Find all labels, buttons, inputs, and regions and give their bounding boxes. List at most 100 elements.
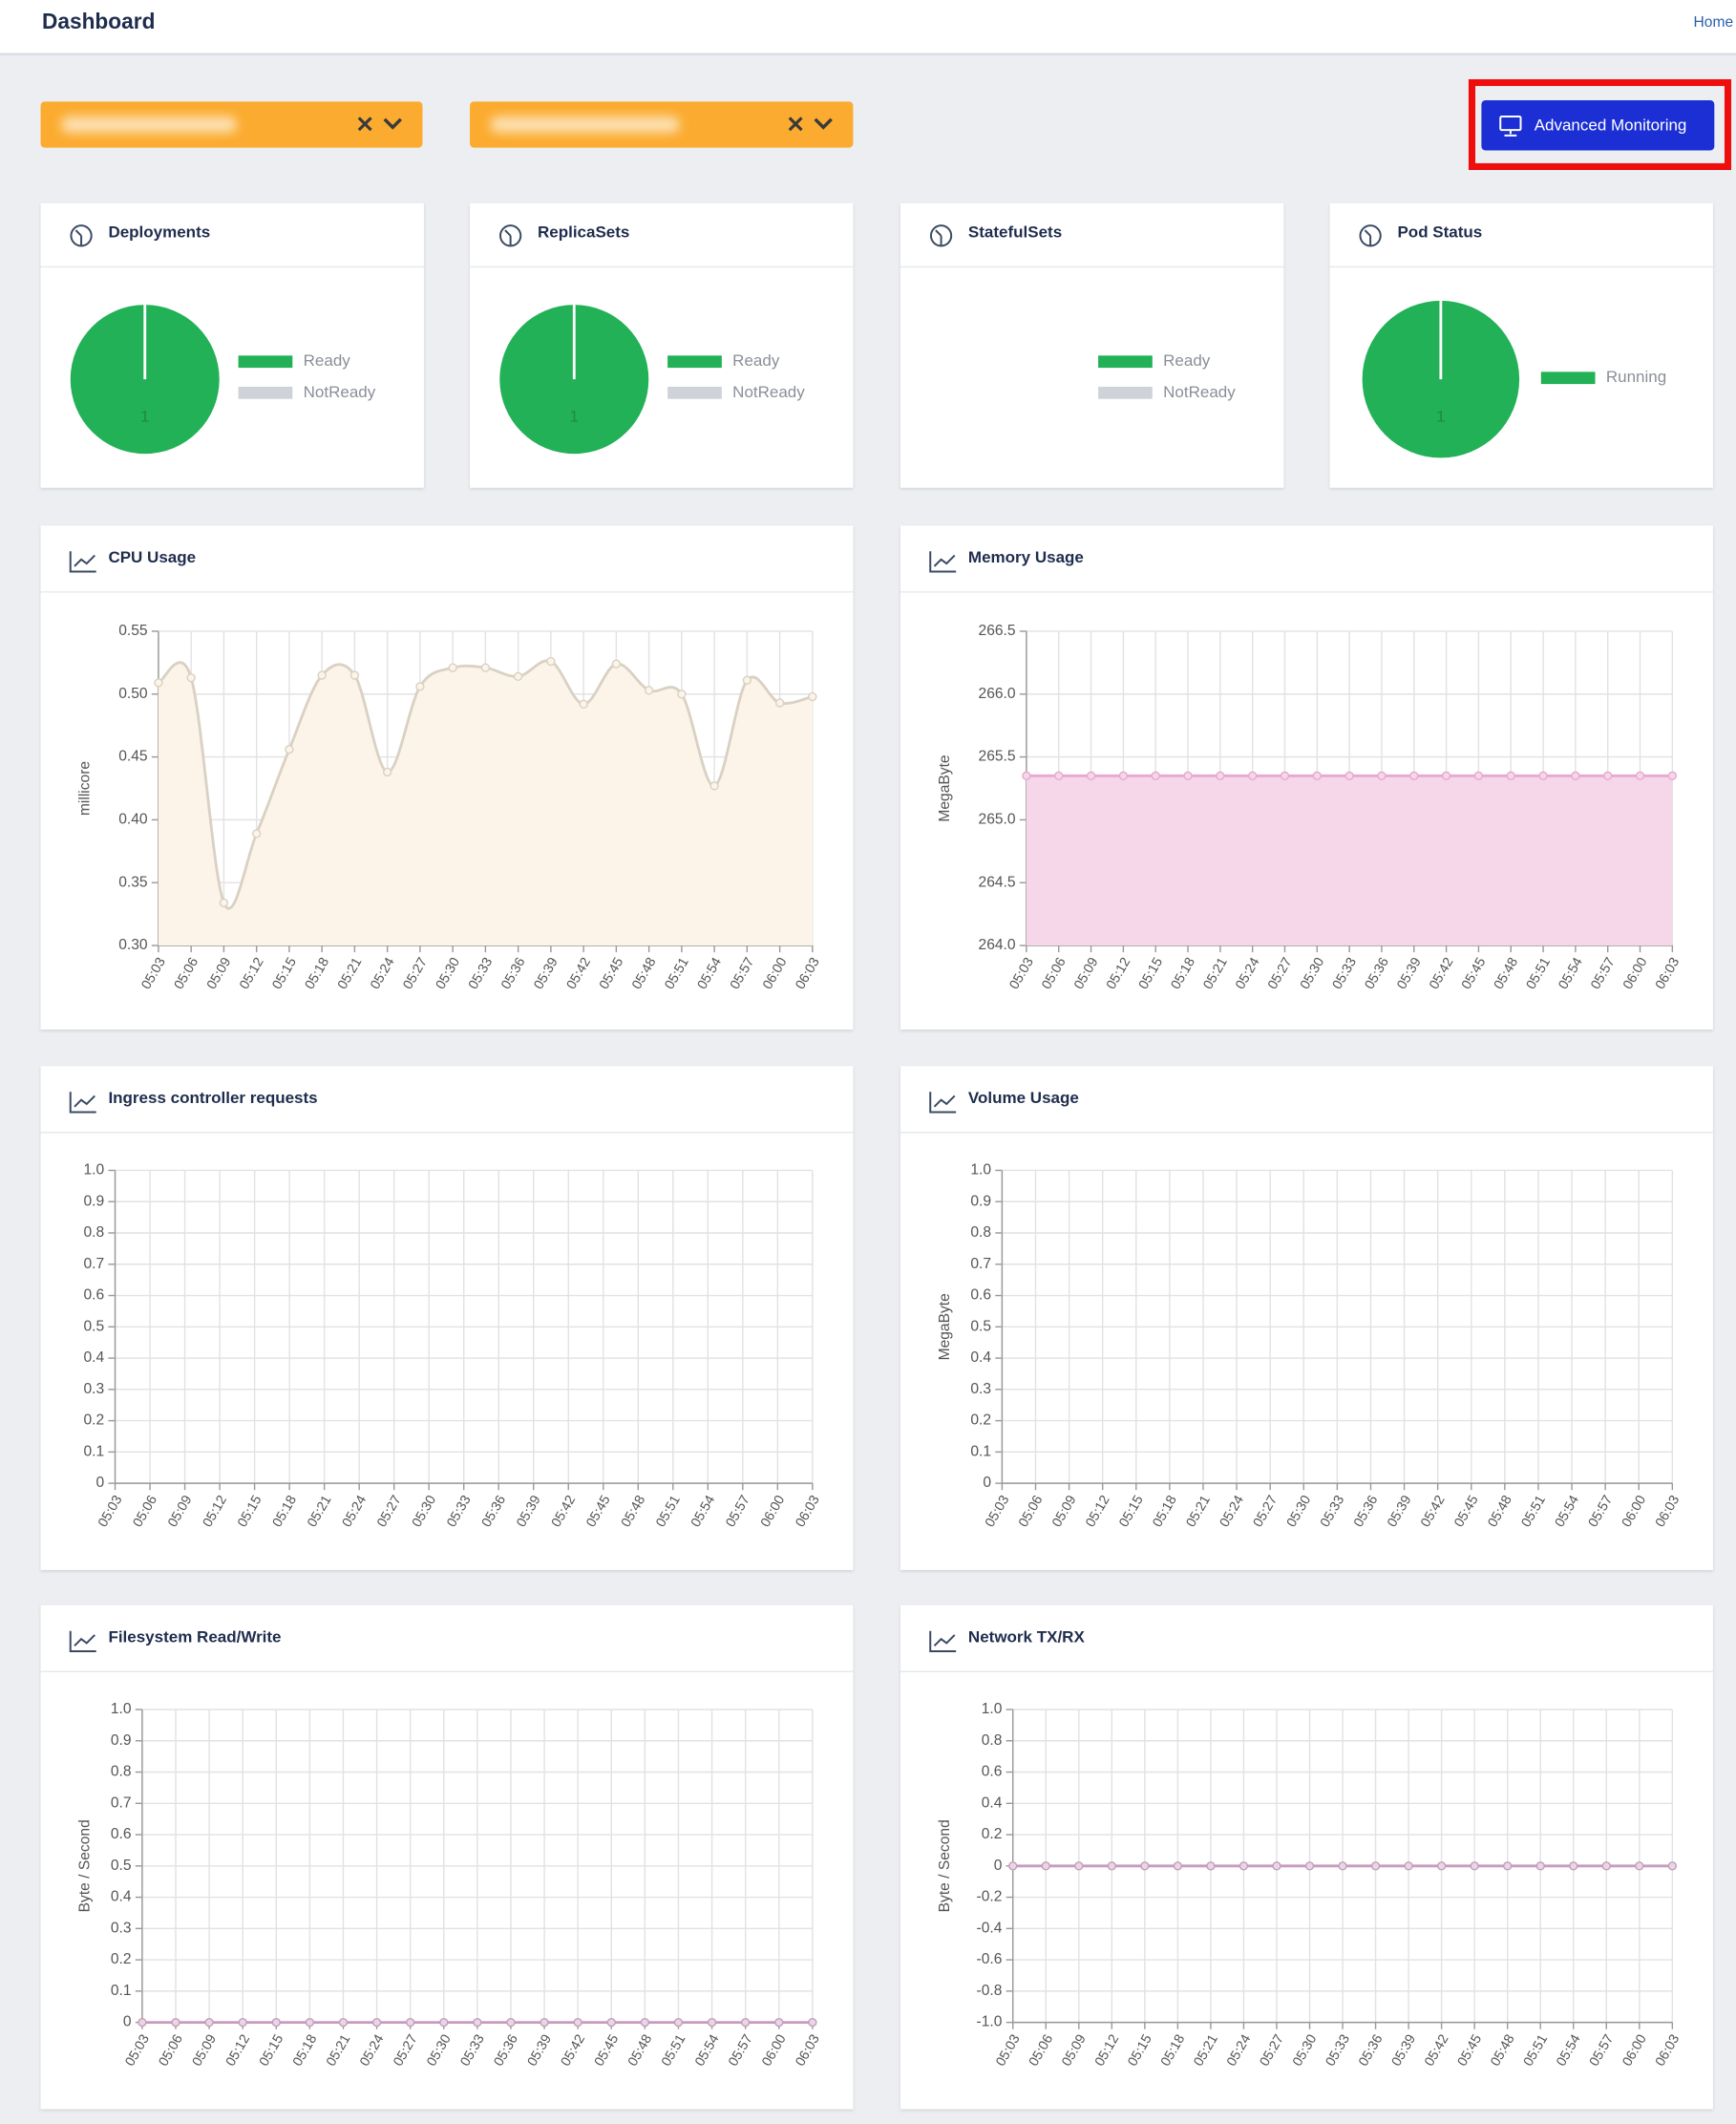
legend-swatch [1540, 372, 1596, 385]
workload-select[interactable] [470, 101, 854, 148]
chevron-icon[interactable] [383, 117, 402, 130]
y-tick-label: -1.0 [977, 2014, 1003, 2030]
y-tick-label: 0.5 [111, 1858, 132, 1874]
data-point [406, 2017, 415, 2028]
card-icon [935, 229, 942, 246]
pie-value-label: 1 [140, 407, 149, 425]
data-point [611, 659, 622, 669]
y-axis-label: MegaByte [937, 1293, 953, 1360]
y-tick-label: 1.0 [982, 1701, 1003, 1717]
data-point [707, 2017, 717, 2028]
legend-label: NotReady [732, 383, 805, 401]
data-point [673, 2017, 684, 2028]
legend-swatch [238, 386, 293, 399]
y-tick-label: -0.8 [977, 1983, 1003, 1999]
data-point [1470, 1861, 1479, 1871]
chevron-icon[interactable] [814, 117, 833, 130]
home-link[interactable]: Home [1694, 14, 1734, 31]
data-point [1436, 1861, 1447, 1871]
card [40, 1066, 854, 1570]
button-bg[interactable] [1481, 99, 1715, 151]
data-point [271, 2017, 281, 2028]
y-tick-label: 0.1 [84, 1443, 105, 1459]
data-point [305, 2017, 315, 2028]
data-point [808, 2017, 817, 2028]
namespace-select[interactable] [40, 101, 423, 148]
highlight-box [1468, 78, 1732, 171]
card [900, 1604, 1713, 2110]
card-icon [929, 1630, 957, 1652]
data-line [158, 659, 814, 910]
y-tick-label: 0.2 [970, 1412, 991, 1429]
data-point [709, 781, 719, 791]
card-title: Filesystem Read/Write [108, 1627, 281, 1646]
y-tick-label: 0.55 [118, 623, 148, 639]
card-icon [498, 224, 522, 247]
data-point [1074, 1861, 1084, 1871]
legend-label: Running [1606, 368, 1666, 386]
advanced-monitoring-button[interactable]: Advanced Monitoring [1481, 99, 1715, 151]
y-tick-label: 0.7 [84, 1256, 105, 1272]
button-label[interactable]: Advanced Monitoring [1535, 116, 1687, 134]
data-point [1377, 771, 1387, 781]
y-tick-label: 0.40 [118, 812, 148, 828]
y-tick-label: 0.8 [84, 1224, 105, 1241]
data-point [204, 2017, 214, 2028]
data-point [1247, 771, 1258, 781]
legend-swatch [667, 355, 722, 369]
data-point [1107, 1861, 1117, 1871]
data-point [1667, 771, 1678, 781]
y-axis-label: MegaByte [937, 754, 953, 821]
data-point [1022, 771, 1031, 781]
data-point [644, 686, 654, 695]
card-icon [74, 229, 83, 246]
y-axis-label: millicore [76, 761, 93, 816]
data-point [1603, 771, 1613, 781]
card-icon [929, 224, 953, 247]
clear-icon[interactable] [357, 117, 372, 132]
y-tick-label: 0.5 [970, 1318, 991, 1334]
y-tick-label: 0.2 [111, 1951, 132, 1967]
y-tick-label: 0.8 [970, 1224, 991, 1241]
card-title: Network TX/RX [968, 1627, 1086, 1646]
card-icon [69, 1092, 96, 1114]
data-point [677, 690, 687, 699]
y-tick-label: 0.7 [111, 1795, 132, 1811]
data-point [1054, 771, 1064, 781]
card-icon [69, 1630, 96, 1652]
data-point [1312, 771, 1322, 781]
card-title: Ingress controller requests [108, 1089, 317, 1107]
data-point [774, 2017, 784, 2028]
y-tick-label: 0.6 [84, 1287, 105, 1304]
blurred-text [60, 116, 238, 133]
monitor-stand [1504, 130, 1517, 137]
y-tick-label: 0 [96, 1475, 105, 1491]
card-icon [70, 224, 93, 247]
pie-slice [70, 305, 220, 455]
y-tick-label: 1.0 [84, 1162, 105, 1179]
data-point [1571, 771, 1580, 781]
pie-slice [499, 305, 649, 455]
data-point [1344, 771, 1354, 781]
y-tick-label: -0.4 [977, 1920, 1003, 1936]
data-point [1280, 771, 1290, 781]
y-tick-label: 0.3 [84, 1381, 105, 1397]
data-point [285, 745, 294, 754]
data-point [1216, 771, 1225, 781]
card-title: Pod Status [1397, 223, 1482, 241]
card-icon [1364, 229, 1372, 246]
y-tick-label: 266.0 [979, 686, 1016, 702]
data-point [1151, 771, 1160, 781]
data-point [1206, 1861, 1216, 1871]
y-tick-label: -0.2 [977, 1889, 1003, 1905]
y-tick-label: 264.5 [979, 874, 1016, 890]
data-point [1473, 771, 1484, 781]
card-icon [74, 1634, 95, 1647]
data-point [742, 675, 752, 685]
legend-swatch [1098, 386, 1153, 399]
card-icon [1359, 224, 1382, 247]
clear-icon[interactable] [788, 117, 803, 132]
y-axis-label: Byte / Second [937, 1819, 953, 1912]
y-tick-label: 0.6 [982, 1764, 1003, 1780]
